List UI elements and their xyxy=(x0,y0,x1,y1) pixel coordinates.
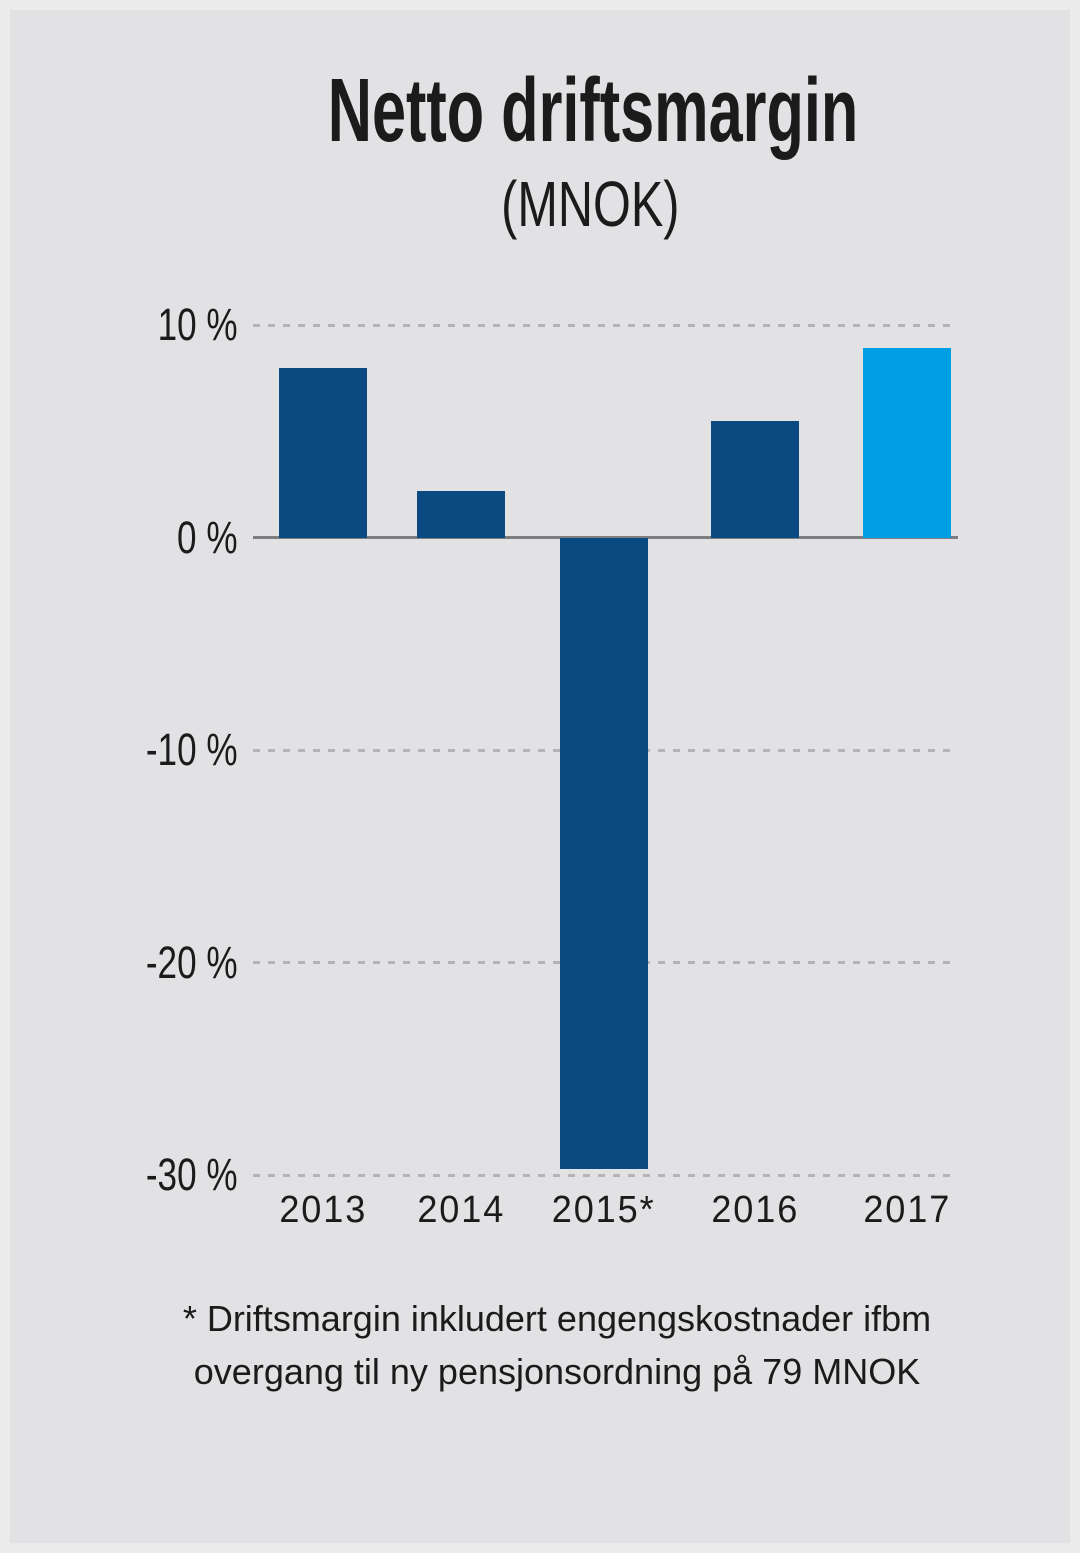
x-tick-label-2017: 2017 xyxy=(817,1186,997,1234)
x-tick-label-2016: 2016 xyxy=(665,1186,845,1234)
chart-footnote: * Driftsmargin inkludert engengskostnade… xyxy=(34,1292,1080,1398)
y-tick-label-0: 0 % xyxy=(0,510,238,566)
y-tick-label-text: 10 % xyxy=(157,299,238,350)
y-tick-label--30: -30 % xyxy=(0,1147,238,1203)
x-tick-label-2015: 2015* xyxy=(514,1186,694,1234)
x-tick-label-text: 2017 xyxy=(863,1189,951,1231)
x-tick-label-2014: 2014 xyxy=(371,1186,551,1234)
chart-subtitle-text: (MNOK) xyxy=(500,168,680,240)
bar-2017 xyxy=(863,348,951,538)
gridline--30 xyxy=(253,1173,958,1177)
y-tick-label-text: -10 % xyxy=(146,724,238,775)
bar-2014 xyxy=(417,490,505,538)
chart-subtitle: (MNOK) xyxy=(100,172,1080,236)
x-tick-label-text: 2016 xyxy=(711,1189,799,1231)
bar-2016 xyxy=(711,420,799,538)
chart-title: Netto driftsmargin xyxy=(106,66,1080,156)
y-tick-label-text: -20 % xyxy=(146,936,238,988)
bar-2013 xyxy=(279,367,367,538)
chart-title-text: Netto driftsmargin xyxy=(327,61,859,161)
y-tick-label-text: -30 % xyxy=(146,1149,238,1200)
footnote-line-1: * Driftsmargin inkludert engengskostnade… xyxy=(182,1298,932,1339)
y-tick-label--20: -20 % xyxy=(0,935,238,991)
y-tick-label-text: 0 % xyxy=(177,511,238,563)
y-tick-label--10: -10 % xyxy=(0,722,238,778)
gridline-10 xyxy=(253,323,958,327)
footnote-line-2: overgang til ny pensjonsordning på 79 MN… xyxy=(193,1351,921,1392)
x-tick-label-text: 2013 xyxy=(279,1189,367,1231)
x-tick-label-text: 2014 xyxy=(417,1189,505,1231)
y-tick-label-10: 10 % xyxy=(0,297,238,353)
bar-2015 xyxy=(560,537,648,1169)
x-tick-label-text: 2015* xyxy=(552,1189,656,1231)
x-tick-label-2013: 2013 xyxy=(233,1186,413,1234)
